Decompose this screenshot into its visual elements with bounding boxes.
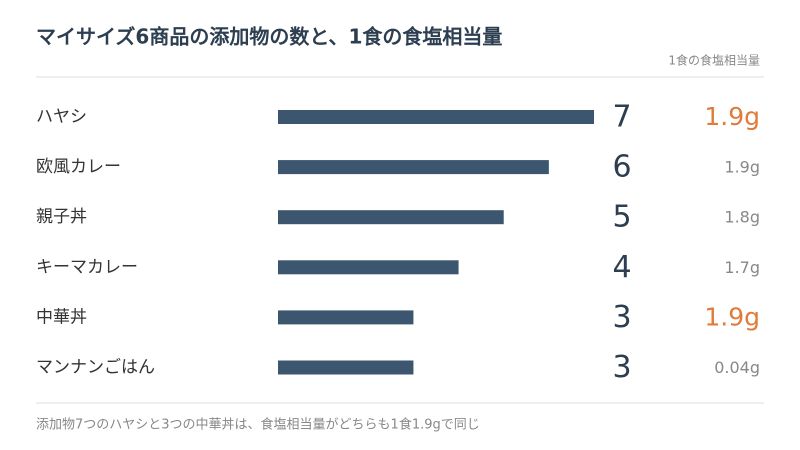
bar xyxy=(278,210,504,225)
salt-label: 1.8g xyxy=(724,208,760,227)
bar xyxy=(278,110,594,124)
salt-label: 1.9g xyxy=(704,102,760,131)
salt-label: 0.04g xyxy=(714,358,760,377)
footnote: 添加物7つのハヤシと3つの中華丼は、食塩相当量がどちらも1食1.9gで同じ xyxy=(36,417,480,433)
chart-title: マイサイズ6商品の添加物の数と、1食の食塩相当量 xyxy=(36,25,502,49)
salt-label: 1.9g xyxy=(704,302,760,331)
bar xyxy=(278,310,414,325)
count-label: 4 xyxy=(612,250,631,285)
count-label: 5 xyxy=(612,200,631,235)
count-label: 3 xyxy=(612,300,631,335)
salt-label: 1.7g xyxy=(724,258,760,277)
count-label: 6 xyxy=(612,150,631,185)
category-label: キーマカレー xyxy=(36,257,138,277)
category-label: 親子丼 xyxy=(36,207,87,227)
bar xyxy=(278,260,459,275)
count-label: 7 xyxy=(612,100,631,135)
category-label: 中華丼 xyxy=(36,307,87,327)
category-label: マンナンごはん xyxy=(36,358,155,378)
count-label: 3 xyxy=(612,350,631,385)
column-header: 1食の食塩相当量 xyxy=(668,53,760,68)
category-label: ハヤシ xyxy=(36,107,87,127)
salt-label: 1.9g xyxy=(724,158,760,177)
bar xyxy=(278,360,414,375)
bar xyxy=(278,160,549,175)
category-label: 欧風カレー xyxy=(36,157,121,177)
